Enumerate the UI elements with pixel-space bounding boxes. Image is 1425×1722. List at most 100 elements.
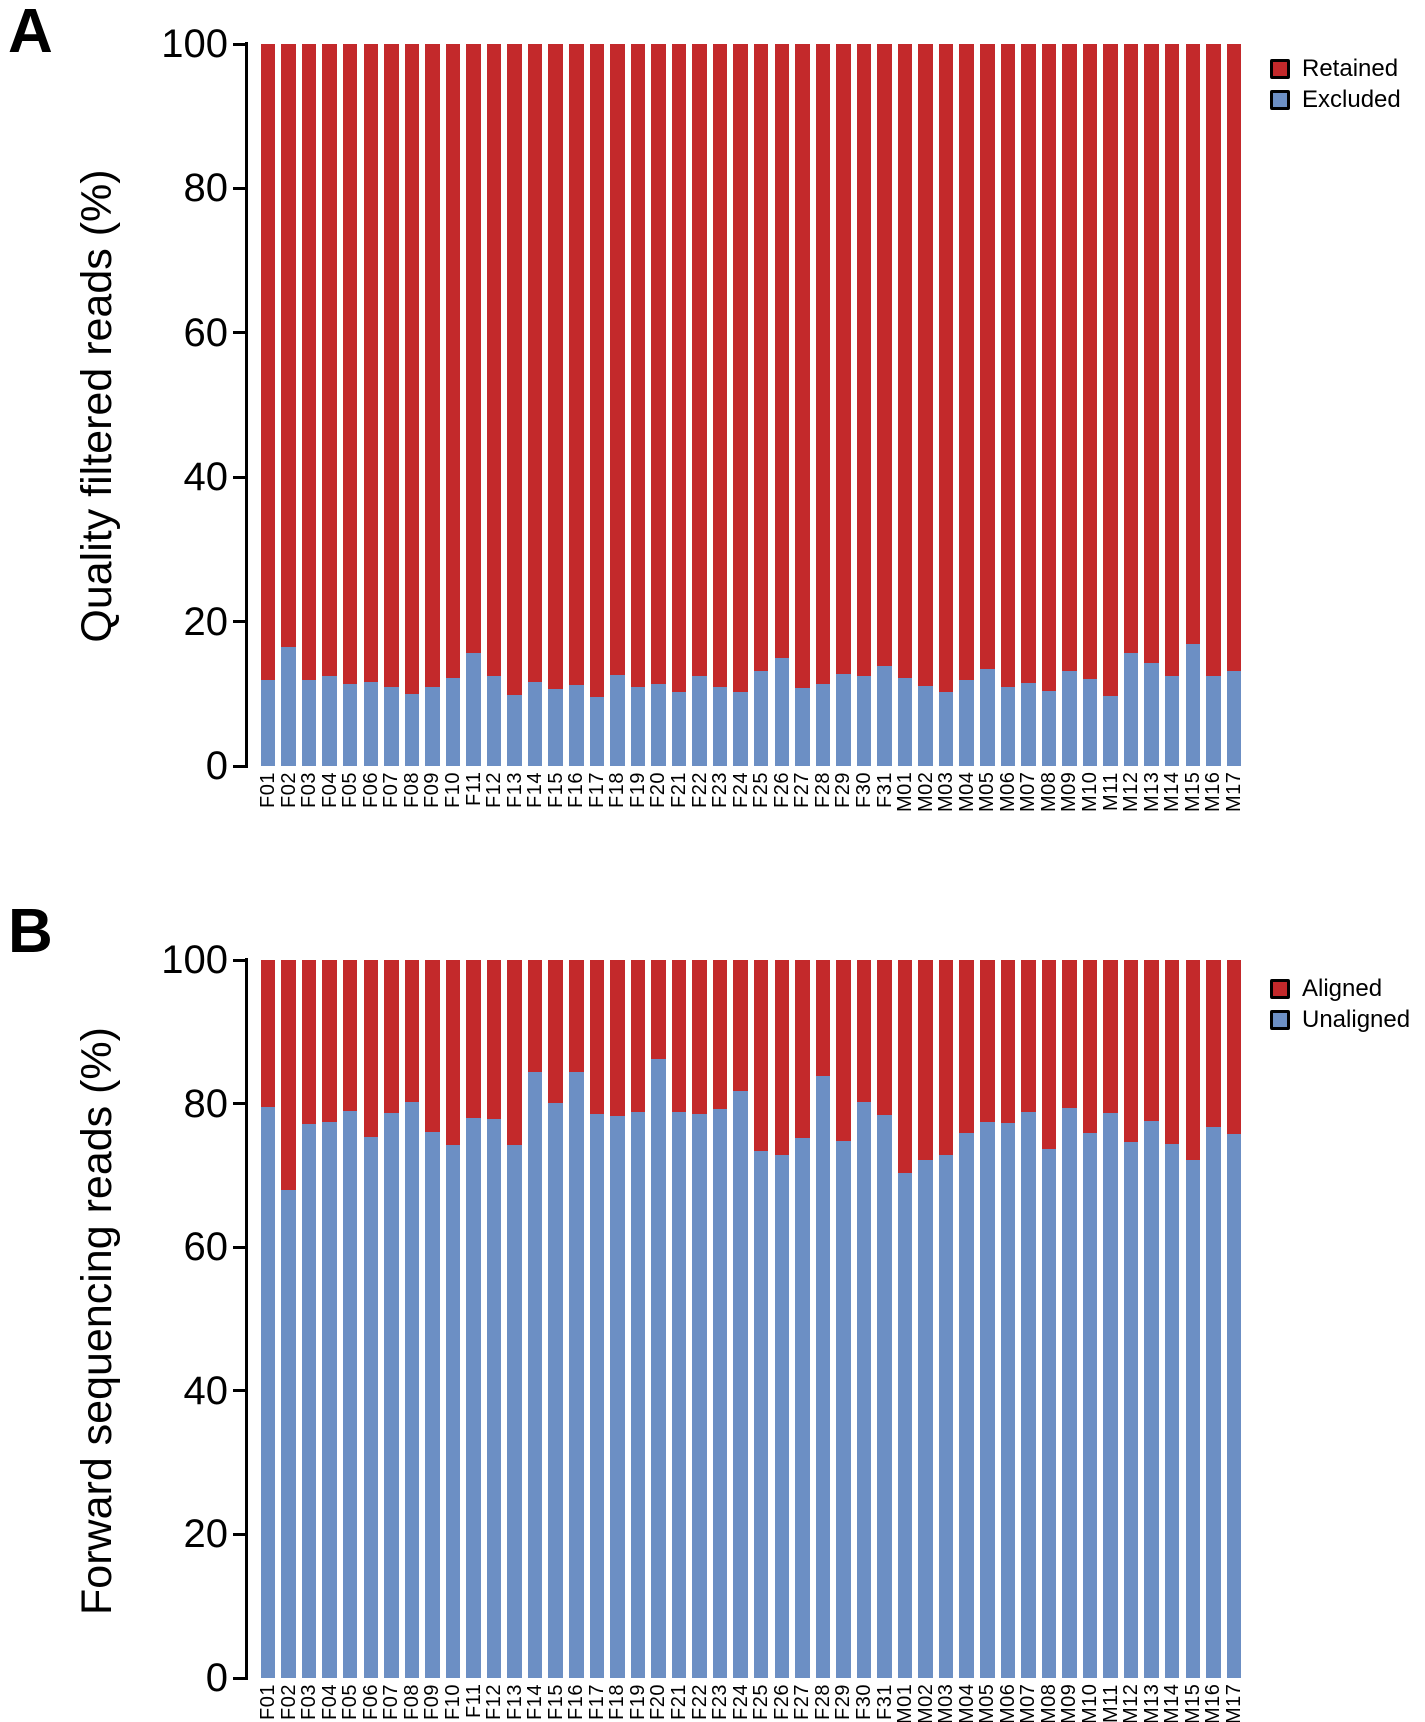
bar-F03 bbox=[301, 960, 317, 1678]
bar-M14 bbox=[1164, 44, 1180, 766]
bar-segment-excluded bbox=[651, 683, 666, 766]
bar-F17 bbox=[589, 960, 605, 1678]
bar-segment-excluded bbox=[301, 680, 317, 766]
bar-segment-unaligned bbox=[815, 1075, 831, 1678]
bar-segment-retained bbox=[733, 44, 748, 692]
bar-segment-excluded bbox=[384, 687, 399, 766]
bar-segment-retained bbox=[877, 44, 892, 666]
bar-segment-aligned bbox=[260, 960, 276, 1108]
bar-M01 bbox=[897, 960, 913, 1678]
bar-M13 bbox=[1144, 44, 1159, 766]
legend-label-aligned: Aligned bbox=[1302, 975, 1383, 1002]
bar-segment-aligned bbox=[322, 960, 337, 1123]
bar-F26 bbox=[774, 44, 789, 766]
bar-segment-retained bbox=[342, 44, 358, 685]
bar-F23 bbox=[712, 960, 728, 1678]
bar-segment-excluded bbox=[425, 687, 440, 766]
bar-segment-unaligned bbox=[548, 1102, 563, 1678]
bar-segment-aligned bbox=[1226, 960, 1242, 1134]
bar-segment-aligned bbox=[445, 960, 461, 1146]
bar-segment-retained bbox=[610, 44, 625, 676]
bar-segment-retained bbox=[753, 44, 769, 671]
bar-segment-excluded bbox=[610, 675, 625, 766]
panel-a-plot-area bbox=[252, 44, 1252, 766]
bar-M16 bbox=[1206, 960, 1221, 1678]
y-tick-label: 0 bbox=[205, 744, 228, 788]
bar-F16 bbox=[569, 960, 584, 1678]
bar-F21 bbox=[671, 44, 687, 766]
bar-M17 bbox=[1226, 960, 1242, 1678]
bar-segment-aligned bbox=[589, 960, 605, 1115]
bar-M12 bbox=[1123, 44, 1139, 766]
panel-b-letter: B bbox=[8, 897, 53, 966]
bar-M04 bbox=[959, 44, 974, 766]
retained-color-swatch-icon bbox=[1270, 59, 1290, 79]
bar-M09 bbox=[1062, 44, 1077, 766]
bar-segment-unaligned bbox=[1164, 1143, 1180, 1678]
bar-segment-aligned bbox=[651, 960, 666, 1060]
aligned-color-swatch-icon bbox=[1270, 979, 1290, 999]
bar-F08 bbox=[404, 960, 420, 1678]
panel-b-y-axis-line bbox=[245, 958, 248, 1680]
bar-segment-retained bbox=[774, 44, 789, 659]
bar-segment-unaligned bbox=[507, 1144, 522, 1678]
bar-segment-unaligned bbox=[1144, 1120, 1159, 1678]
bar-F11 bbox=[466, 960, 481, 1678]
panel-b-x-axis-labels: F01 F02 F03 F04 F05 F06 F07 F08 F09 F10 F11 F12 F13 F… bbox=[252, 1684, 1252, 1722]
bar-segment-excluded bbox=[712, 686, 728, 766]
bar-segment-excluded bbox=[507, 694, 522, 766]
bar-M11 bbox=[1103, 960, 1118, 1678]
bar-segment-unaligned bbox=[425, 1132, 440, 1678]
bar-segment-unaligned bbox=[569, 1072, 584, 1678]
bar-F02 bbox=[281, 44, 296, 766]
bar-F24 bbox=[733, 960, 748, 1678]
bar-segment-retained bbox=[692, 44, 707, 677]
bar-segment-excluded bbox=[322, 675, 337, 766]
bar-segment-unaligned bbox=[959, 1133, 974, 1678]
bar-segment-unaligned bbox=[918, 1159, 933, 1678]
bar-segment-excluded bbox=[630, 687, 646, 766]
bar-segment-unaligned bbox=[774, 1155, 789, 1678]
bar-segment-aligned bbox=[692, 960, 707, 1114]
legend-item-retained: Retained bbox=[1270, 56, 1401, 82]
bar-segment-excluded bbox=[281, 646, 296, 766]
bar-segment-retained bbox=[363, 44, 378, 682]
bar-segment-excluded bbox=[1206, 675, 1221, 766]
bar-F07 bbox=[384, 44, 399, 766]
bar-F15 bbox=[548, 960, 563, 1678]
panel-a-letter: A bbox=[8, 0, 53, 66]
bar-F26 bbox=[774, 960, 789, 1678]
bar-segment-excluded bbox=[753, 670, 769, 766]
bar-F06 bbox=[363, 44, 378, 766]
bar-segment-aligned bbox=[527, 960, 543, 1072]
bar-segment-excluded bbox=[671, 692, 687, 766]
bar-segment-retained bbox=[630, 44, 646, 688]
bar-segment-aligned bbox=[712, 960, 728, 1109]
bar-M14 bbox=[1164, 960, 1180, 1678]
bar-F25 bbox=[753, 44, 769, 766]
bar-segment-unaligned bbox=[877, 1115, 892, 1678]
y-tick-mark bbox=[233, 186, 248, 190]
bar-segment-aligned bbox=[425, 960, 440, 1133]
bar-segment-unaligned bbox=[1103, 1112, 1118, 1678]
bar-segment-excluded bbox=[918, 685, 933, 766]
y-tick-mark bbox=[233, 958, 248, 962]
bar-segment-retained bbox=[1021, 44, 1036, 683]
bar-M11 bbox=[1103, 44, 1118, 766]
legend-label-retained: Retained bbox=[1302, 55, 1399, 82]
bar-segment-retained bbox=[1041, 44, 1057, 691]
bar-segment-excluded bbox=[260, 680, 276, 766]
bar-segment-retained bbox=[260, 44, 276, 681]
bar-segment-excluded bbox=[445, 677, 461, 766]
bar-segment-excluded bbox=[589, 696, 605, 766]
bar-segment-unaligned bbox=[938, 1154, 954, 1678]
bar-segment-unaligned bbox=[1082, 1133, 1098, 1678]
bar-F12 bbox=[486, 960, 502, 1678]
bar-F10 bbox=[445, 960, 461, 1678]
bar-F19 bbox=[630, 960, 646, 1678]
bar-segment-excluded bbox=[404, 693, 420, 766]
bar-segment-retained bbox=[1185, 44, 1200, 644]
bar-F07 bbox=[384, 960, 399, 1678]
bar-segment-aligned bbox=[301, 960, 317, 1124]
bar-F10 bbox=[445, 44, 461, 766]
